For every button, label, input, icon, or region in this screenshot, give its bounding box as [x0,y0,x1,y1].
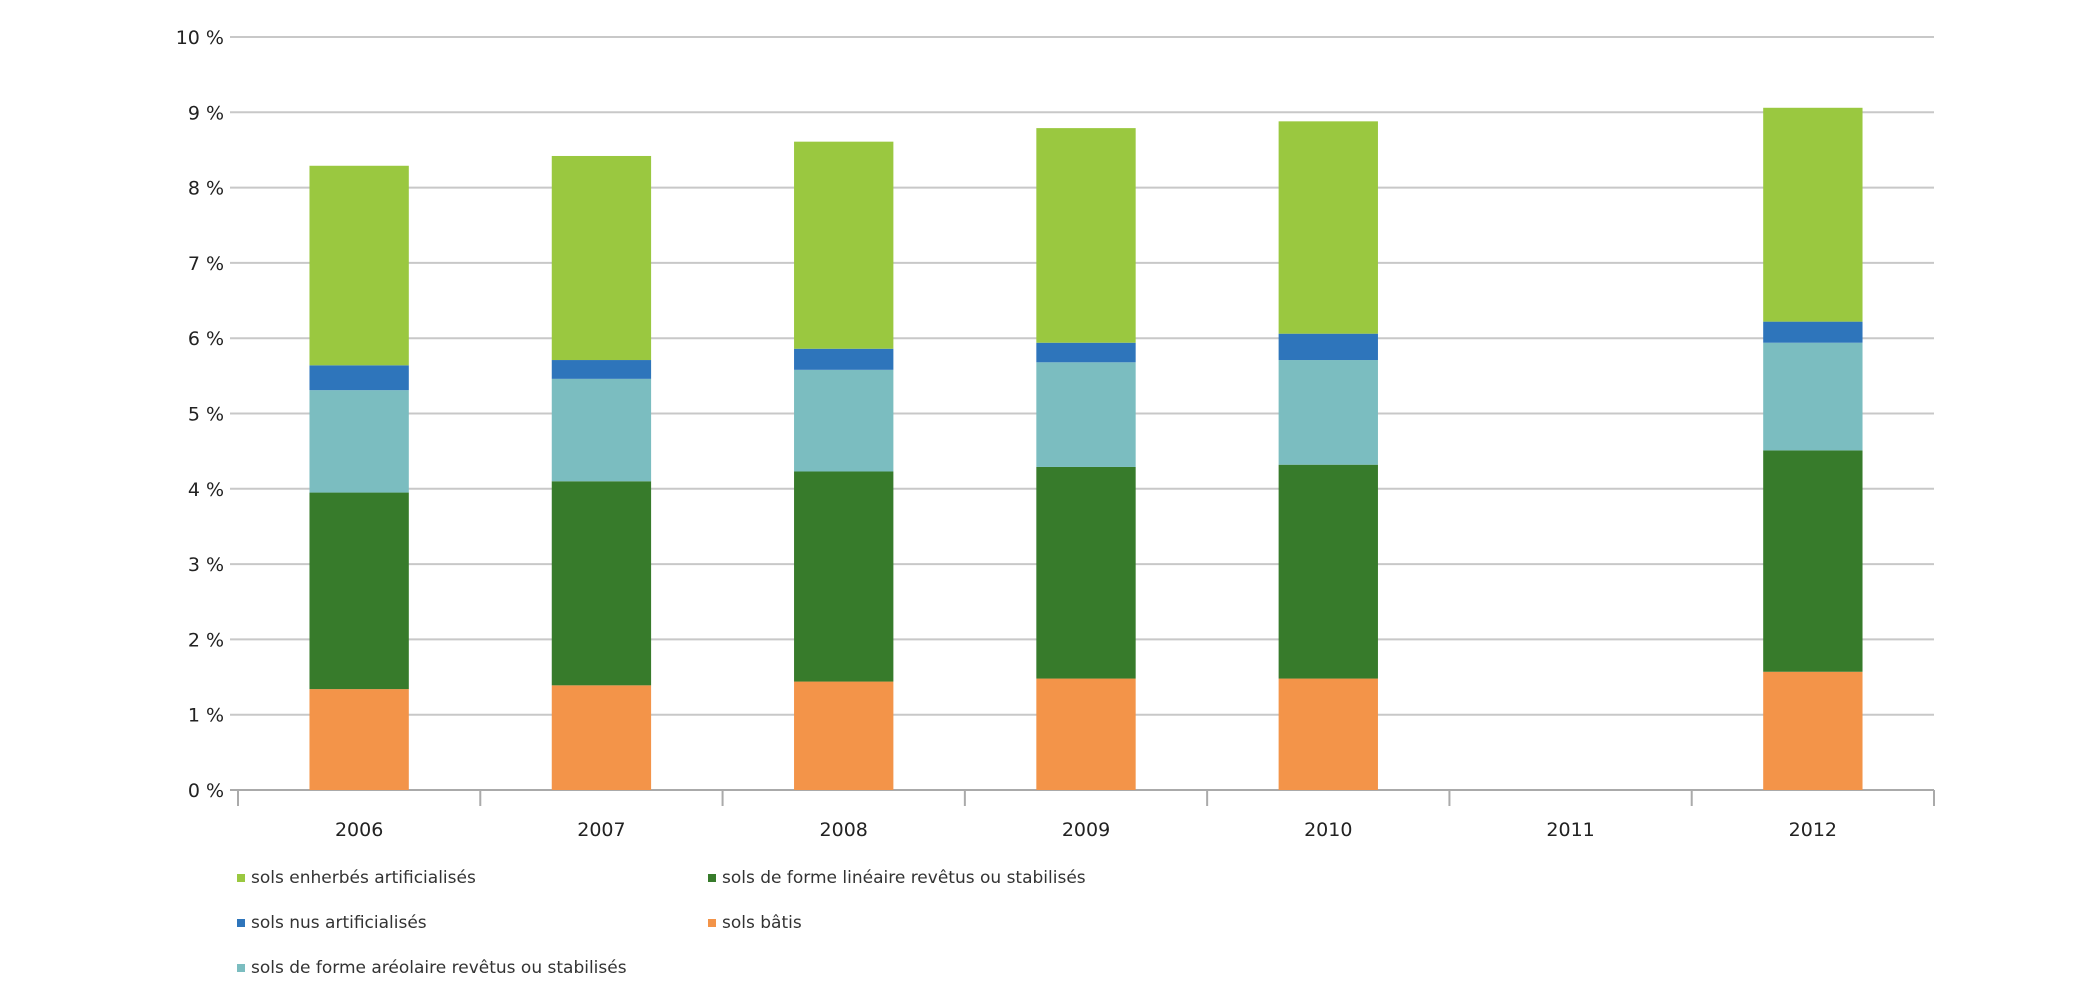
bar-segment-2009-1 [1036,466,1136,679]
bar-segment-2009-3 [1036,342,1136,363]
bar-segment-2006-3 [309,365,409,391]
bar-segment-2008-4 [794,141,894,349]
x-tick-label: 2011 [1546,819,1594,841]
y-tick-label: 0 % [188,780,224,802]
bar-segment-2006-2 [309,390,409,493]
bar-segment-2012-4 [1763,107,1863,322]
bar-segment-2010-4 [1278,121,1378,334]
legend-label: sols de forme linéaire revêtus ou stabil… [722,868,1086,888]
bar-segment-2009-4 [1036,128,1136,343]
x-tick-label: 2009 [1062,819,1110,841]
bar-segment-2006-0 [309,689,409,790]
y-tick-label: 2 % [188,629,224,651]
y-tick-label: 5 % [188,404,224,426]
legend-swatch [237,964,245,972]
y-tick-label: 9 % [188,102,224,124]
legend-item: sols de forme aréolaire revêtus ou stabi… [237,958,627,978]
legend-swatch [708,874,716,882]
x-tick-label: 2007 [577,819,625,841]
bar-segment-2012-3 [1763,321,1863,343]
y-tick-label: 6 % [188,328,224,350]
legend-item: sols bâtis [708,913,802,933]
legend-swatch [237,919,245,927]
bar-segment-2008-3 [794,348,894,370]
x-tick-label: 2010 [1304,819,1352,841]
legend-swatch [708,919,716,927]
bar-segment-2012-2 [1763,342,1863,451]
bar-segment-2006-4 [309,165,409,366]
legend-item: sols nus artificialisés [237,913,427,933]
y-tick-label: 4 % [188,479,224,501]
y-tick-label: 7 % [188,253,224,275]
bar-segment-2010-0 [1278,678,1378,790]
y-tick-label: 3 % [188,554,224,576]
bar-segment-2006-1 [309,492,409,690]
bar-segment-2009-2 [1036,362,1136,467]
bar-segment-2007-4 [551,155,652,361]
bar-segment-2012-1 [1763,450,1863,672]
bar-segment-2007-1 [551,481,652,686]
bar-segment-2007-0 [551,685,652,790]
bar-segment-2010-1 [1278,464,1378,679]
legend-item: sols de forme linéaire revêtus ou stabil… [708,868,1086,888]
bar-segment-2010-2 [1278,360,1378,465]
x-tick-label: 2006 [335,819,383,841]
bar-segment-2007-2 [551,378,652,482]
x-tick-label: 2012 [1789,819,1837,841]
stacked-bar-chart: 0 % 1 % 2 % 3 % 4 % 5 % 6 % 7 % 8 % 9 % 10 % 2006 20… [176,27,1935,841]
bar-segment-2008-1 [794,471,894,682]
bar-segment-2008-2 [794,369,894,472]
legend-label: sols nus artificialisés [251,913,427,933]
legend-swatch [237,874,245,882]
y-tick-label: 8 % [188,178,224,200]
legend-label: sols bâtis [722,913,802,933]
legend-label: sols enherbés artificialisés [251,868,476,888]
bar-segment-2012-0 [1763,671,1863,790]
y-tick-label: 10 % [176,27,224,49]
bar-segment-2009-0 [1036,678,1136,790]
legend-label: sols de forme aréolaire revêtus ou stabi… [251,958,627,978]
bar-segment-2007-3 [551,360,652,379]
y-tick-label: 1 % [188,705,224,727]
bar-segment-2008-0 [794,681,894,790]
x-tick-label: 2008 [820,819,868,841]
legend-item: sols enherbés artificialisés [237,868,476,888]
bar-segment-2010-3 [1278,333,1378,361]
